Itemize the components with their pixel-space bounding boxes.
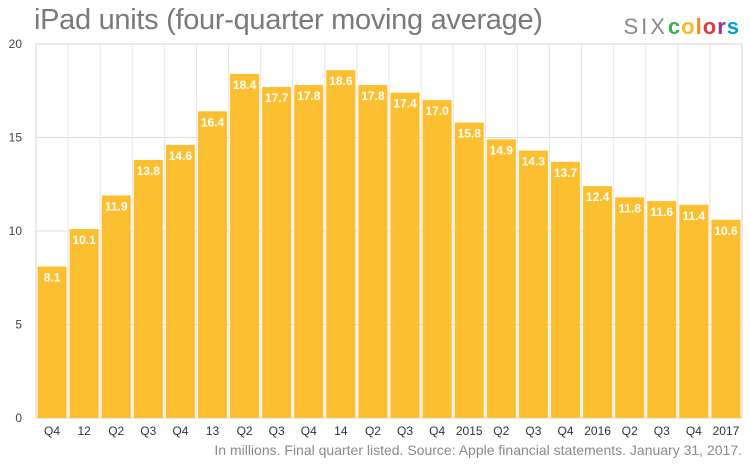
- bar: [358, 85, 388, 418]
- x-tick-label: Q3: [654, 424, 670, 438]
- value-label: 17.0: [425, 104, 449, 118]
- bar: [390, 92, 420, 419]
- value-label: 17.7: [265, 91, 289, 105]
- x-tick-label: Q3: [269, 424, 285, 438]
- bar: [486, 139, 516, 418]
- logo-letter: o: [702, 14, 718, 39]
- grid-lines: [35, 43, 743, 419]
- value-label: 14.6: [169, 149, 193, 163]
- bar: [262, 87, 292, 418]
- y-axis-ticks: 0 5 10 15 20: [9, 37, 23, 425]
- bar: [230, 73, 260, 419]
- bar: [37, 266, 67, 418]
- value-label: 18.6: [329, 74, 353, 88]
- x-axis-ticks: Q4 12 Q2 Q3 Q4 13 Q2 Q3 Q4 14 Q2 Q3 Q4 2015 Q2 Q3 Q4 2016…: [44, 424, 740, 438]
- x-tick-label: Q2: [108, 424, 124, 438]
- value-label: 11.8: [618, 201, 641, 215]
- bar: [711, 219, 741, 418]
- value-label: 10.6: [714, 224, 738, 238]
- bar: [69, 229, 99, 418]
- x-tick-label: Q3: [397, 424, 413, 438]
- value-label: 11.4: [683, 209, 706, 223]
- x-tick-label: 2015: [456, 424, 483, 438]
- x-tick-label: Q3: [140, 424, 156, 438]
- logo-letter: l: [695, 14, 703, 39]
- x-tick-label: Q2: [237, 424, 253, 438]
- bar: [454, 122, 484, 418]
- bar: [679, 204, 709, 418]
- bar: [518, 150, 548, 418]
- y-tick-label: 5: [15, 318, 22, 332]
- x-tick-label: Q4: [44, 424, 60, 438]
- x-tick-label: 2016: [584, 424, 611, 438]
- x-tick-label: Q4: [686, 424, 702, 438]
- x-tick-label: Q2: [493, 424, 509, 438]
- value-label: 11.9: [105, 199, 128, 213]
- sixcolors-logo: SIXcolors: [623, 14, 740, 40]
- logo-six: SIX: [623, 14, 668, 39]
- x-tick-label: Q2: [622, 424, 638, 438]
- x-tick-label: Q4: [172, 424, 188, 438]
- chart-title: iPad units (four-quarter moving average): [34, 4, 543, 36]
- bar: [647, 201, 677, 418]
- logo-letter: r: [717, 14, 727, 39]
- x-tick-label: 13: [206, 424, 220, 438]
- value-label: 18.4: [233, 78, 257, 92]
- x-tick-label: Q4: [301, 424, 317, 438]
- logo-letter: c: [667, 14, 682, 39]
- value-label: 17.4: [393, 97, 417, 111]
- value-label: 14.9: [490, 143, 514, 157]
- value-label: 12.4: [586, 190, 610, 204]
- value-labels: 8.1 10.1 11.9 13.8 14.6 16.4 18.4 17.7 17.8 18.6 1…: [44, 74, 738, 284]
- x-tick-label: 2017: [713, 424, 740, 438]
- y-tick-label: 0: [15, 411, 22, 425]
- bar: [294, 85, 324, 418]
- x-tick-label: Q4: [557, 424, 573, 438]
- x-tick-label: 12: [77, 424, 91, 438]
- value-label: 15.8: [458, 127, 482, 141]
- value-label: 17.8: [361, 89, 385, 103]
- bar: [101, 195, 131, 418]
- bars: [37, 70, 741, 419]
- bar: [165, 144, 195, 419]
- bar: [197, 111, 228, 418]
- x-tick-label: Q4: [429, 424, 445, 438]
- x-tick-label: Q3: [525, 424, 541, 438]
- y-tick-label: 20: [9, 37, 23, 51]
- value-label: 13.8: [137, 164, 161, 178]
- bar: [550, 161, 581, 418]
- x-tick-label: Q2: [365, 424, 381, 438]
- bar: [422, 100, 452, 418]
- value-label: 8.1: [44, 271, 61, 285]
- x-tick-label: 14: [334, 424, 348, 438]
- logo-letter: o: [681, 14, 696, 39]
- value-label: 17.8: [297, 89, 321, 103]
- value-label: 10.1: [72, 233, 96, 247]
- chart-footnote: In millions. Final quarter listed. Sourc…: [214, 442, 742, 458]
- y-tick-label: 10: [9, 224, 23, 238]
- logo-colors: colors: [668, 14, 740, 39]
- value-label: 11.6: [650, 205, 673, 219]
- value-label: 16.4: [201, 115, 225, 129]
- bar: [326, 70, 356, 419]
- bar: [583, 186, 613, 418]
- logo-letter: s: [726, 14, 740, 39]
- value-label: 14.3: [522, 155, 546, 169]
- bar: [133, 159, 163, 418]
- bar: [615, 197, 645, 418]
- y-tick-label: 15: [9, 131, 23, 145]
- value-label: 13.7: [554, 166, 578, 180]
